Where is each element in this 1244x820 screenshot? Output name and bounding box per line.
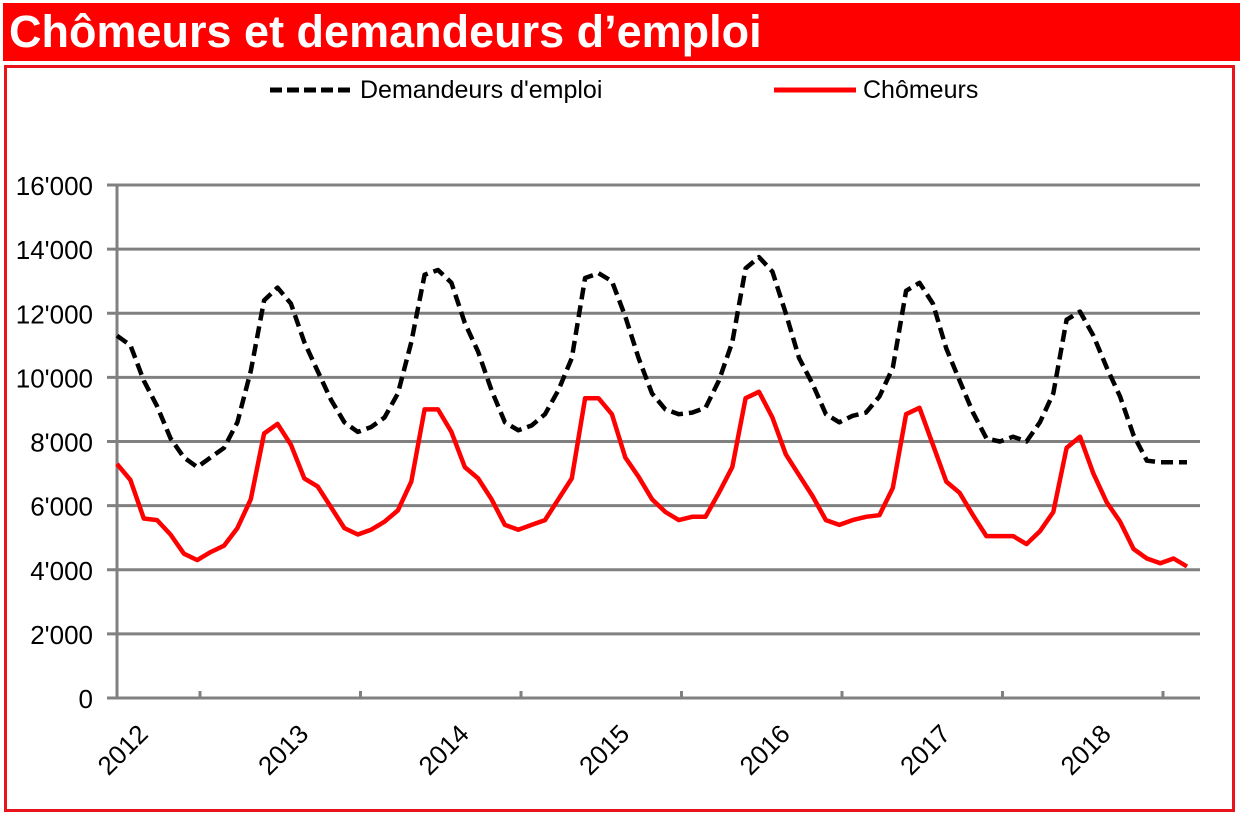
x-tick-label: 2017 bbox=[894, 719, 956, 781]
legend-label: Chômeurs bbox=[863, 76, 978, 104]
legend-label: Demandeurs d'emploi bbox=[360, 76, 602, 104]
y-tick-label: 16'000 bbox=[16, 171, 93, 201]
title-banner: Chômeurs et demandeurs d’emploi bbox=[3, 3, 1240, 61]
y-tick-label: 2'000 bbox=[30, 620, 93, 650]
y-tick-label: 4'000 bbox=[30, 556, 93, 586]
page-title: Chômeurs et demandeurs d’emploi bbox=[9, 6, 762, 57]
y-axis-labels: 0 2'000 4'000 6'000 8'000 10'000 12'000 14'000 1… bbox=[16, 171, 93, 714]
y-tick-label: 10'000 bbox=[16, 363, 93, 393]
x-tick-label: 2016 bbox=[734, 719, 796, 781]
legend-item-demandeurs: Demandeurs d'emploi bbox=[270, 76, 602, 104]
axes bbox=[107, 185, 1200, 700]
x-tick-label: 2013 bbox=[252, 719, 314, 781]
y-tick-label: 8'000 bbox=[30, 428, 93, 458]
y-tick-label: 6'000 bbox=[30, 492, 93, 522]
data-series bbox=[115, 254, 1189, 569]
legend: Demandeurs d'emploi Chômeurs bbox=[270, 76, 978, 104]
gridlines bbox=[107, 183, 1200, 636]
y-tick-label: 14'000 bbox=[16, 235, 93, 265]
series-demandeurs-line bbox=[115, 254, 1187, 470]
y-tick-label: 0 bbox=[79, 684, 93, 714]
x-axis-labels: 2012 2013 2014 2015 2016 2017 2018 bbox=[92, 719, 1117, 781]
y-tick-label: 12'000 bbox=[16, 299, 93, 329]
x-tick-label: 2015 bbox=[573, 719, 635, 781]
legend-item-chomeurs: Chômeurs bbox=[774, 76, 978, 104]
x-tick-label: 2014 bbox=[413, 719, 475, 781]
x-tick-label: 2018 bbox=[1055, 719, 1117, 781]
series-chomeurs-line bbox=[115, 389, 1189, 569]
x-tick-label: 2012 bbox=[92, 719, 154, 781]
